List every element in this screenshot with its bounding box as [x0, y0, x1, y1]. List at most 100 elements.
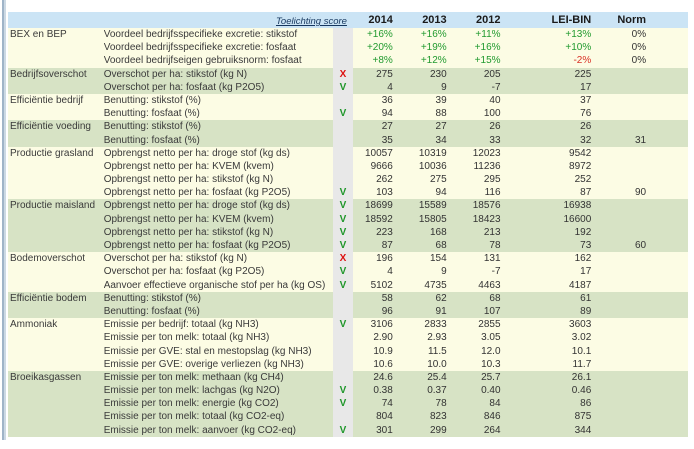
table-row: Opbrengst netto per ha: fosfaat (kg P2O5… [8, 239, 688, 253]
value-cell: 11236 [473, 160, 501, 172]
value-cell: 264 [483, 424, 501, 436]
value-cell [597, 94, 652, 107]
description-cell: Voordeel bedrijfseigen gebruiksnorm: fos… [103, 55, 302, 67]
row-filler [652, 213, 688, 226]
category-cell [8, 265, 104, 278]
value-cell: +10% [565, 42, 592, 54]
description-cell: Emissie per ton melk: aanvoer (kg CO2-eq… [103, 424, 296, 436]
table-row: Productie maisland Opbrengst netto per ha… [8, 199, 688, 213]
value-cell: 9 [441, 266, 447, 278]
column-header-2013: 2013 [422, 14, 447, 26]
value-cell: 12.0 [481, 345, 501, 357]
value-cell: 91 [435, 305, 447, 317]
x-mark: X [333, 252, 353, 266]
value-cell: 2.90 [373, 332, 393, 344]
table-row: Opbrengst netto per ha: KVEM (kvem) 9666 1… [8, 159, 688, 174]
value-cell: 804 [376, 411, 393, 423]
table-row: Bedrijfsoverschot Overschot per ha: stiks… [8, 67, 688, 81]
header-toelichting-cell: Toelichting score [104, 11, 353, 29]
row-filler [652, 358, 688, 371]
value-cell [597, 147, 652, 160]
value-cell: 33 [489, 134, 501, 146]
toelichting-score-link[interactable]: Toelichting score [276, 16, 347, 27]
value-cell: 68 [435, 240, 447, 251]
value-cell: 192 [574, 226, 592, 238]
value-cell [597, 410, 652, 423]
description-cell: Benutting: fosfaat (%) [103, 108, 200, 120]
table-row: Emissie per ton melk: energie (kg CO2) V 7… [8, 397, 688, 411]
value-cell: 10057 [365, 147, 393, 159]
value-cell: 68 [489, 292, 501, 304]
row-filler [652, 186, 688, 199]
table-row: Emissie per ton melk: lachgas (kg N2O) V 0… [8, 384, 688, 398]
value-cell: 24.6 [373, 371, 393, 383]
table-row: BEX en BEP Voordeel bedrijfsspecifieke ex… [8, 28, 688, 42]
description-cell: Emissie per bedrijf: totaal (kg NH3) [103, 319, 259, 331]
check-mark: V [333, 397, 353, 411]
table-row: Emissie per ton melk: totaal (kg CO2-eq)… [8, 410, 688, 424]
value-cell: 299 [429, 424, 447, 436]
row-filler [652, 160, 688, 173]
description-cell: Opbrengst netto per ha: stikstof (kg N) [103, 226, 274, 238]
row-filler [652, 318, 688, 331]
value-cell: 3.05 [481, 332, 501, 344]
row-filler [652, 384, 688, 397]
table-row: Voordeel bedrijfsspecifieke excretie: fo… [8, 41, 688, 55]
check-mark: V [333, 225, 353, 239]
value-cell: 8972 [569, 160, 592, 172]
row-filler [652, 239, 688, 252]
table-row: Overschot per ha: fosfaat (kg P2O5) V 4 9 -7… [8, 265, 688, 279]
value-cell: 15805 [418, 213, 447, 225]
value-cell: 10.6 [373, 358, 393, 370]
value-cell: 74 [381, 398, 393, 410]
category-cell [8, 410, 104, 423]
description-cell: Overschot per ha: fosfaat (kg P2O5) [103, 81, 265, 93]
description-cell: Emissie per ton melk: methaan (kg CH4) [103, 371, 284, 383]
category-cell [8, 397, 104, 410]
value-cell: 223 [376, 226, 393, 238]
description-cell: Benutting: stikstof (%) [103, 94, 201, 106]
description-cell: Opbrengst netto per ha: KVEM (kvem) [103, 213, 274, 225]
value-cell: 18592 [365, 213, 393, 225]
value-cell: 94 [381, 108, 393, 120]
value-cell: 0% [631, 55, 647, 67]
description-cell: Opbrengst netto per ha: KVEM (kvem) [103, 160, 274, 172]
value-cell: 78 [489, 240, 501, 251]
description-cell: Emissie per ton melk: lachgas (kg N2O) [103, 385, 280, 397]
table-row: Benutting: fosfaat (%) 96 91 107 89 [8, 304, 688, 319]
value-cell [597, 265, 652, 278]
table-body: BEX en BEP Voordeel bedrijfsspecifieke ex… [8, 28, 688, 437]
table-row: Broeikasgassen Emissie per ton melk: meth… [8, 370, 688, 385]
category-cell: Productie maisland [10, 200, 96, 212]
score-cell-empty [333, 93, 353, 108]
value-cell: 3.02 [571, 332, 592, 344]
value-cell: 34 [435, 134, 447, 146]
description-cell: Overschot per ha: stikstof (kg N) [103, 68, 248, 80]
value-cell: 62 [435, 292, 447, 304]
row-filler [652, 134, 688, 147]
value-cell: 10319 [418, 147, 447, 159]
description-cell: Opbrengst netto per ha: fosfaat (kg P2O5… [103, 187, 291, 199]
row-filler [652, 397, 688, 410]
table-row: Benutting: fosfaat (%) V 94 88 100 76 [8, 107, 688, 121]
category-cell [8, 384, 104, 397]
table-row: Efficiëntie bedrijf Benutting: stikstof (… [8, 93, 688, 108]
description-cell: Benutting: fosfaat (%) [103, 134, 200, 146]
value-cell: 36 [381, 94, 393, 106]
value-cell: 89 [580, 305, 592, 317]
value-cell: 100 [483, 108, 501, 120]
value-cell: 10.0 [427, 358, 447, 370]
value-cell: 27 [381, 121, 393, 133]
score-cell-empty [333, 370, 353, 385]
value-cell [597, 305, 652, 318]
row-filler [652, 331, 688, 344]
value-cell [597, 160, 652, 173]
description-cell: Emissie per ton melk: totaal (kg CO2-eq) [103, 411, 285, 423]
value-cell: 10.3 [481, 358, 501, 370]
category-cell: Efficiëntie voeding [10, 121, 91, 133]
value-cell [597, 424, 652, 437]
value-cell: -7 [491, 266, 501, 278]
value-cell: 107 [483, 305, 501, 317]
value-cell: 875 [574, 411, 592, 423]
value-cell: 10036 [418, 160, 447, 172]
